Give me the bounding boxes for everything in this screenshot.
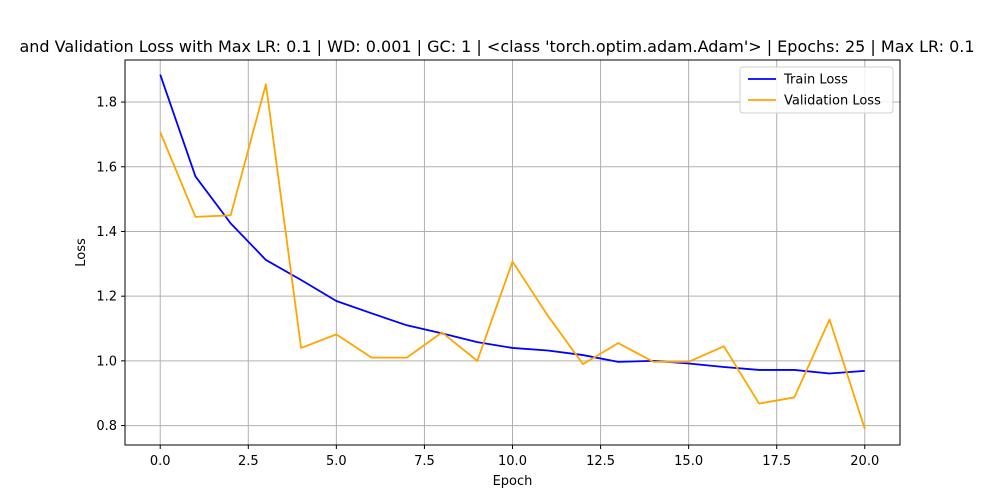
x-tick-label: 5.0	[326, 454, 347, 469]
series-line-train-loss	[159, 74, 865, 375]
x-tick-label: 10.0	[498, 454, 527, 469]
chart-title: and Validation Loss with Max LR: 0.1 | W…	[19, 37, 974, 56]
y-tick-label: 1.0	[96, 354, 117, 369]
x-tick-label: 2.5	[238, 454, 259, 469]
tick-layer: 0.0 2.5 5.0 7.5 10.0 12.5 15.0 17.5 20.0 0.8 1.0 1.…	[96, 96, 879, 469]
legend: Train Loss Validation Loss	[739, 66, 894, 114]
legend-entry-label: Validation Loss	[784, 94, 881, 109]
x-tick-label: 0.0	[150, 454, 171, 469]
y-tick-label: 1.4	[96, 225, 117, 240]
legend-entry-label: Train Loss	[783, 73, 848, 88]
x-tick-label: 17.5	[762, 454, 791, 469]
x-axis-label: Epoch	[493, 474, 533, 489]
x-tick-label: 7.5	[414, 454, 435, 469]
legend-box	[739, 66, 894, 114]
y-tick-label: 0.8	[96, 419, 117, 434]
grid-layer	[125, 60, 900, 445]
series-layer	[159, 74, 866, 430]
series-line-validation-loss	[159, 83, 866, 430]
y-tick-label: 1.2	[96, 290, 117, 305]
x-tick-label: 15.0	[674, 454, 703, 469]
x-tick-label: 20.0	[850, 454, 879, 469]
x-tick-label: 12.5	[586, 454, 615, 469]
y-tick-label: 1.6	[96, 160, 117, 175]
y-tick-label: 1.8	[96, 96, 117, 111]
y-axis-label: Loss	[74, 238, 89, 267]
